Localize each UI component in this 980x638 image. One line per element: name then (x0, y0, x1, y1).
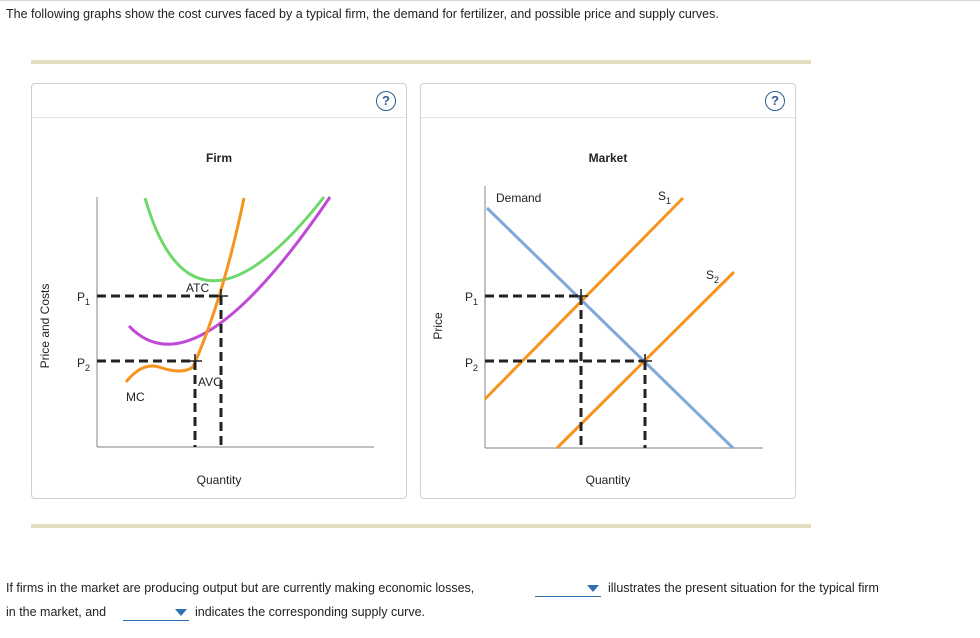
firm-p1-label: P1 (77, 290, 90, 307)
demand-curve (485, 206, 735, 450)
firm-p2-label: P2 (77, 356, 90, 373)
question-text-part2: illustrates the present situation for th… (608, 581, 879, 595)
market-help-button[interactable]: ? (765, 91, 785, 111)
intro-text: The following graphs show the cost curve… (6, 7, 719, 21)
avc-label: AVC (198, 375, 222, 389)
market-graph: P1 P2 Demand S1 S2 (465, 186, 763, 450)
market-p2-label: P2 (465, 356, 478, 373)
firm-p2-marker (188, 354, 202, 368)
demand-label: Demand (496, 191, 541, 205)
market-p1-label: P1 (465, 290, 478, 307)
supply-curve-dropdown[interactable] (123, 604, 189, 621)
s1-label: S1 (658, 189, 671, 206)
firm-help-button[interactable]: ? (376, 91, 396, 111)
firm-graph: P1 P2 ATC AVC MC (77, 196, 374, 448)
chevron-down-icon (587, 585, 599, 592)
chevron-down-icon (175, 609, 187, 616)
market-graph-panel: ? Market Quantity Price P1 P2 Demand S1 … (420, 83, 796, 499)
market-p2-marker (638, 354, 652, 368)
supply-curve-s1 (483, 196, 685, 401)
question-text-part4: indicates the corresponding supply curve… (195, 605, 425, 619)
firm-p1-marker (214, 289, 228, 303)
firm-x-axis-label: Quantity (196, 473, 242, 487)
avc-curve (127, 196, 332, 346)
top-gold-divider (31, 60, 811, 64)
market-panel-header: ? (421, 84, 795, 118)
mc-curve (124, 197, 246, 383)
atc-curve (143, 196, 326, 283)
question-text-part3: in the market, and (6, 605, 107, 619)
market-graph-title: Market (588, 151, 628, 165)
mc-label: MC (126, 390, 145, 404)
top-divider (0, 0, 980, 1)
firm-panel-header: ? (32, 84, 406, 118)
firm-graph-dropdown[interactable] (535, 580, 601, 597)
market-x-axis-label: Quantity (585, 473, 631, 487)
firm-graph-panel: ? Firm Quantity Price and Costs P1 P2 AT… (31, 83, 407, 499)
market-p1-marker (574, 289, 588, 303)
question-text-part1: If firms in the market are producing out… (6, 581, 475, 595)
s2-label: S2 (706, 268, 719, 285)
firm-graph-title: Firm (205, 151, 232, 165)
atc-label: ATC (186, 281, 209, 295)
bottom-gold-divider (31, 524, 811, 528)
